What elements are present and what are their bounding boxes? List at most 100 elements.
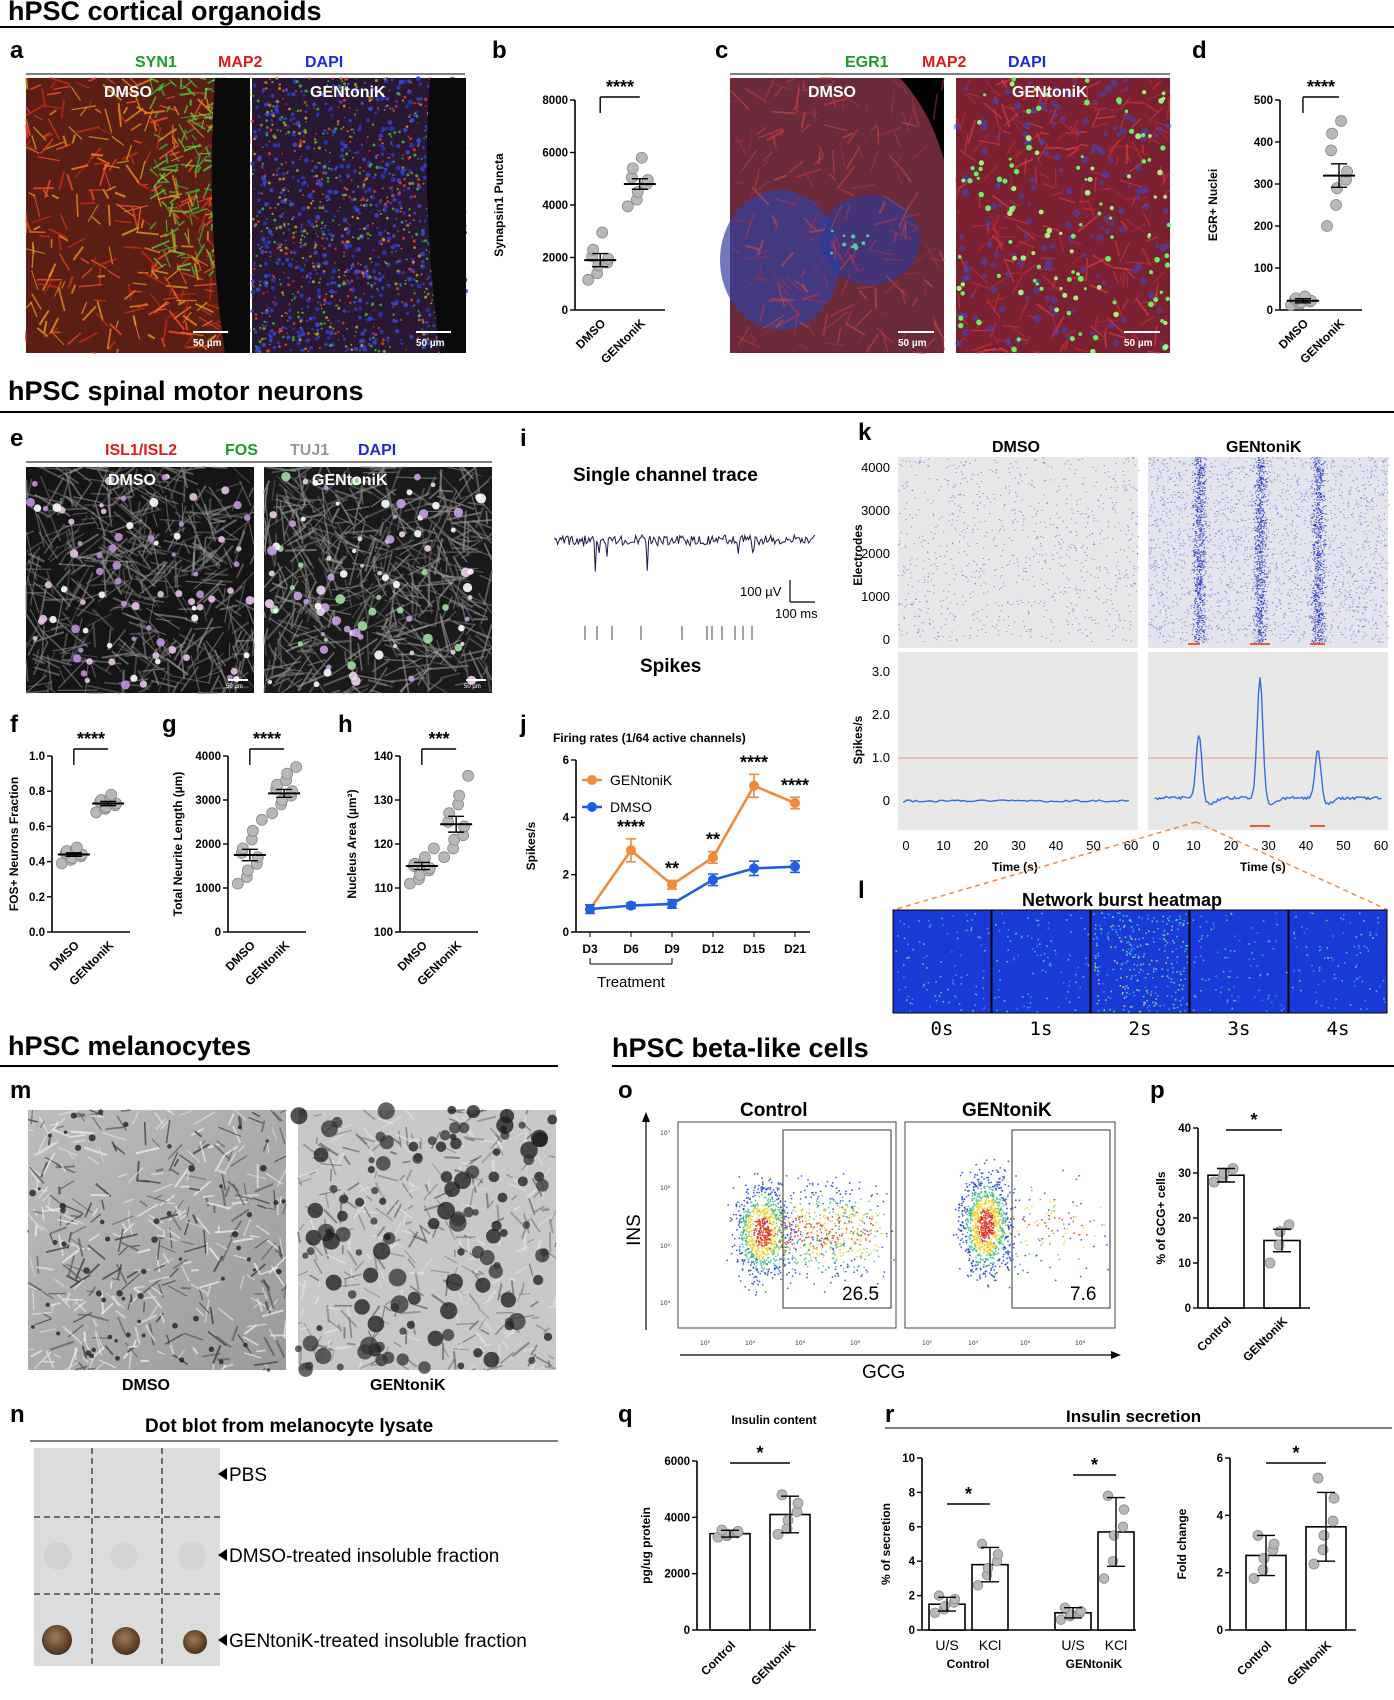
significance-stars: **** (617, 817, 645, 837)
time-tick: 10 (1186, 838, 1200, 853)
data-point (582, 273, 595, 286)
chart-r1: 0 2 4 6 8 10 % of secretion U/S KCl U/S KCl Control… (879, 1453, 1136, 1671)
data-point (1248, 1573, 1260, 1584)
panel-l: Network burst heatmap 0s 1s 2s 3s 4s (892, 821, 1389, 1040)
panel-label-k: k (858, 419, 872, 446)
y-tick-label: 0 (909, 1625, 915, 1637)
y-tick-label: 4000 (195, 751, 221, 763)
stain-egr1: EGR1 (845, 54, 889, 71)
blot-row-gentonik: GENtoniK-treated insoluble fraction (229, 1631, 527, 1652)
scale-bar-label: 50 µm (226, 684, 243, 690)
col-title-dmso: DMSO (992, 439, 1040, 456)
y-axis-label: pg/ug protein (639, 1507, 653, 1584)
flow-xtick: 10⁴ (745, 1340, 756, 1347)
time-tick: 30 (1261, 838, 1275, 853)
data-point (438, 851, 451, 864)
panel-label-h: h (338, 711, 353, 738)
panel-label-f: f (10, 711, 19, 738)
category-label: GENtoniK (1284, 1638, 1334, 1688)
category-label: GENtoniK (1240, 1314, 1290, 1364)
data-point (443, 807, 456, 820)
y-axis-label: % of secretion (879, 1503, 893, 1585)
panel-label-l: l (858, 877, 865, 904)
data-point (266, 807, 279, 820)
significance-stars: ** (665, 858, 679, 878)
data-point (792, 1497, 804, 1509)
flow-xtick: 10⁸ (1075, 1340, 1086, 1347)
data-point (790, 798, 800, 808)
data-point (749, 780, 759, 791)
r-title: Insulin secretion (1066, 1407, 1201, 1426)
data-point (1327, 1515, 1339, 1527)
y-tick-label: 0 (562, 305, 568, 317)
time-tick: 50 (1086, 838, 1100, 853)
data-point (949, 1593, 961, 1605)
raster-ytick: 2000 (861, 546, 890, 561)
data-point (453, 789, 466, 802)
y-tick-label: 6 (909, 1522, 915, 1534)
data-point (1330, 199, 1342, 211)
raster-ytick: 0 (883, 632, 890, 647)
data-point (1283, 1219, 1295, 1231)
data-point (1328, 1492, 1340, 1504)
panel-e: ISL1/ISL2 FOS TUJ1 DAPI DMSO GENtoniK 50… (24, 442, 493, 694)
data-point (231, 877, 244, 890)
y-tick-label: 2 (1217, 1568, 1223, 1580)
significance-stars: * (1292, 1443, 1299, 1463)
panel-label-m: m (10, 1077, 31, 1104)
panel-label-i: i (520, 425, 527, 452)
y-tick-label: 6000 (542, 148, 568, 160)
y-tick-label: 100 (374, 927, 393, 939)
y-tick-label: 100 (1254, 263, 1273, 275)
y-tick-label: 8000 (542, 95, 568, 107)
y-tick-label: 120 (374, 839, 393, 851)
significance-stars: **** (77, 729, 105, 749)
panel-label-q: q (618, 1401, 633, 1428)
data-point (1325, 144, 1337, 157)
gate-value-gentonik: 7.6 (1070, 1284, 1096, 1305)
y-tick-label: 1.0 (29, 751, 45, 763)
section-title-beta: hPSC beta-like cells (612, 1033, 869, 1063)
blot-row-pbs: PBS (229, 1465, 267, 1486)
y-tick-label: 2000 (542, 253, 568, 265)
y-tick-label: 10 (1178, 1258, 1191, 1270)
series-line (588, 784, 796, 910)
significance-stars: *** (428, 729, 449, 749)
time-tick: 20 (974, 838, 988, 853)
flow-xtick: 10² (922, 1340, 933, 1347)
y-tick-label: 2 (909, 1591, 915, 1603)
image-label-dmso: DMSO (108, 472, 156, 489)
data-point (427, 842, 440, 855)
raster-ytick: 4000 (861, 460, 890, 475)
y-axis-label: Nucleus Area (µm²) (345, 789, 359, 898)
data-point (790, 861, 800, 872)
time-tick: 40 (1299, 838, 1313, 853)
data-point (281, 767, 294, 780)
stain-tuj1: TUJ1 (290, 442, 329, 459)
data-point (1331, 182, 1343, 195)
significance-stars: * (756, 1443, 763, 1463)
data-point (458, 820, 471, 833)
significance-stars: **** (253, 729, 281, 749)
significance-stars: * (1250, 1110, 1257, 1130)
blot-dot (183, 1630, 207, 1654)
stain-syn1: SYN1 (135, 54, 177, 71)
category-label: KCl (979, 1637, 1002, 1653)
data-point (776, 1489, 788, 1501)
chart-q: 0 2000 4000 6000 pg/ug protein Insulin conten… (639, 1413, 817, 1688)
y-tick-label: 8 (909, 1487, 916, 1499)
data-point (1326, 127, 1338, 140)
panel-label-g: g (162, 711, 177, 738)
y-tick-label: 6 (563, 755, 569, 767)
flow-ytick: 10⁷ (660, 1130, 671, 1137)
y-tick-label: 30 (1178, 1168, 1191, 1180)
category-label: DMSO (1276, 316, 1311, 351)
flow-xtick: 10² (700, 1340, 711, 1347)
scale-bar-label: 50 µm (416, 338, 445, 349)
time-tick: 10 (936, 838, 950, 853)
significance-stars: **** (1307, 77, 1335, 97)
col-title-gentonik: GENtoniK (1226, 439, 1302, 456)
time-tick: 60 (1374, 838, 1388, 853)
